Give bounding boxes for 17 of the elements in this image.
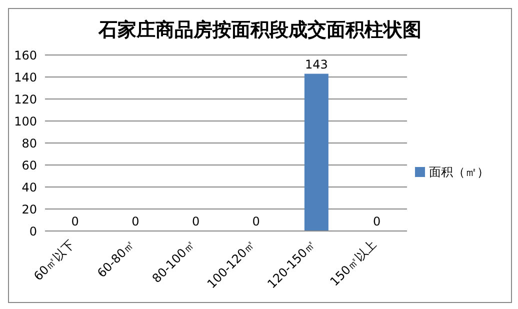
y-tick-label: 140	[14, 70, 37, 84]
y-tick-label: 100	[14, 114, 37, 128]
y-tick-label: 20	[22, 202, 37, 216]
legend-label: 面积（㎡）	[429, 164, 489, 178]
y-tick-label: 160	[14, 48, 37, 62]
y-tick-label: 80	[22, 136, 37, 150]
data-label: 0	[252, 214, 260, 228]
y-tick-label: 60	[22, 158, 37, 172]
y-tick-label: 0	[29, 224, 37, 238]
data-label: 143	[304, 58, 328, 72]
chart-title: 石家庄商品房按面积段成交面积柱状图	[97, 18, 422, 43]
data-label: 0	[192, 214, 200, 228]
data-label: 0	[132, 214, 140, 228]
data-label: 0	[71, 214, 79, 228]
y-tick-label: 40	[22, 180, 37, 194]
y-tick-label: 120	[14, 92, 37, 106]
data-label: 0	[372, 214, 381, 228]
